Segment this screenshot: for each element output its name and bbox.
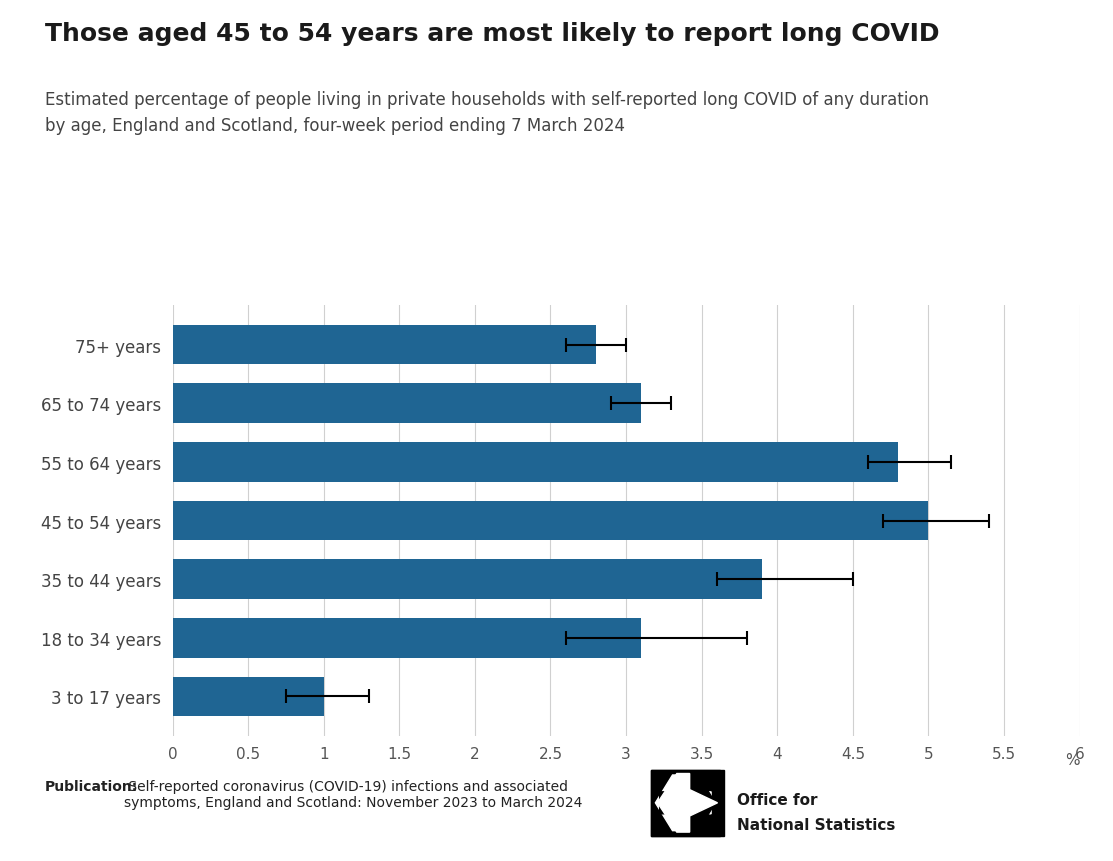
Text: Publication:: Publication: bbox=[45, 779, 138, 793]
Bar bbox=[651, 770, 723, 836]
Text: Estimated percentage of people living in private households with self-reported l: Estimated percentage of people living in… bbox=[45, 90, 928, 135]
Text: National Statistics: National Statistics bbox=[737, 817, 895, 833]
Bar bbox=[173, 618, 641, 658]
Bar bbox=[173, 384, 641, 424]
Text: Those aged 45 to 54 years are most likely to report long COVID: Those aged 45 to 54 years are most likel… bbox=[45, 22, 939, 46]
Polygon shape bbox=[658, 773, 718, 832]
Bar bbox=[173, 501, 928, 541]
Bar bbox=[173, 325, 595, 365]
Polygon shape bbox=[660, 775, 716, 831]
Text: %: % bbox=[1065, 752, 1080, 766]
Bar bbox=[651, 770, 720, 836]
Bar bbox=[173, 560, 762, 599]
Text: Self-reported coronavirus (COVID-19) infections and associated
symptoms, England: Self-reported coronavirus (COVID-19) inf… bbox=[124, 779, 582, 809]
Bar bbox=[173, 443, 898, 482]
Bar bbox=[173, 677, 324, 716]
Text: Office for: Office for bbox=[737, 792, 817, 807]
Polygon shape bbox=[656, 775, 711, 831]
